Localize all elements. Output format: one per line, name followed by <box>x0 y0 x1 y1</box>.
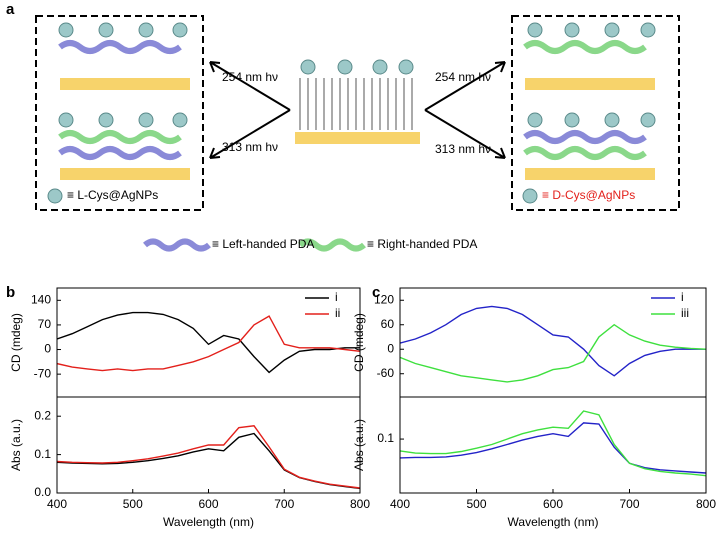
x-tick-label: 600 <box>543 497 563 511</box>
y-axis-label: CD (mdeg) <box>9 313 23 372</box>
arrow-label: 254 nm hν <box>222 70 278 84</box>
x-axis-label: Wavelength (nm) <box>163 515 254 529</box>
pda-chains <box>58 40 647 252</box>
substrate <box>60 168 190 180</box>
x-tick-label: 400 <box>47 497 67 511</box>
plot-frame <box>399 287 707 398</box>
plot <box>400 305 706 383</box>
legend-text: ≡ Left-handed PDA <box>212 237 314 251</box>
nanoparticles <box>47 22 656 204</box>
plot-frame <box>399 396 707 494</box>
y-tick-label: -60 <box>377 366 395 380</box>
right-box <box>511 15 680 211</box>
y-tick-label: 60 <box>381 317 395 331</box>
x-tick-label: 800 <box>350 497 370 511</box>
data-line <box>57 315 360 372</box>
y-axis-label: Abs (a.u.) <box>352 419 366 471</box>
x-tick-label: 700 <box>274 497 294 511</box>
arrow-label: 254 nm hν <box>435 70 491 84</box>
data-line <box>400 410 706 477</box>
plot <box>57 311 360 374</box>
y-tick-label: 0.0 <box>34 485 51 499</box>
y-axis-label: CD (mdeg) <box>352 313 366 372</box>
data-line <box>57 311 360 374</box>
arrow-label: 313 nm hν <box>222 140 278 154</box>
data-line <box>57 425 360 489</box>
legend-label: i <box>681 290 684 304</box>
x-tick-label: 500 <box>466 497 486 511</box>
arrows <box>209 61 506 159</box>
x-tick-label: 400 <box>390 497 410 511</box>
data-line <box>400 305 706 377</box>
x-axis-label: Wavelength (nm) <box>508 515 599 529</box>
legend-label: i <box>335 290 338 304</box>
legend-text: ≡ D-Cys@AgNPs <box>542 188 635 202</box>
schematic: 254 nm hν 313 nm hν 254 nm hν 313 nm hν … <box>35 15 680 252</box>
data-line <box>400 323 706 383</box>
arrow-label: 313 nm hν <box>435 142 491 156</box>
substrate <box>60 78 190 90</box>
y-tick-label: 0.1 <box>34 447 51 461</box>
plot <box>57 425 360 490</box>
y-tick-label: 0.2 <box>34 408 51 422</box>
legend-text: ≡ Right-handed PDA <box>367 237 477 251</box>
y-tick-label: 0.1 <box>377 431 394 445</box>
substrate <box>525 78 655 90</box>
legend-text: ≡ L-Cys@AgNPs <box>67 188 158 202</box>
substrate <box>525 168 655 180</box>
y-tick-label: 0 <box>44 342 51 356</box>
x-tick-label: 600 <box>198 497 218 511</box>
left-box <box>35 15 204 211</box>
plot-frame <box>56 396 361 494</box>
plot <box>400 410 706 477</box>
x-tick-label: 700 <box>619 497 639 511</box>
y-tick-label: 70 <box>38 317 52 331</box>
x-tick-label: 500 <box>123 497 143 511</box>
y-tick-label: -70 <box>34 366 52 380</box>
legend-label: iii <box>681 306 689 320</box>
substrate <box>295 132 420 144</box>
panel-label: b <box>6 284 15 301</box>
y-tick-label: 120 <box>374 292 394 306</box>
y-tick-label: 0 <box>387 341 394 355</box>
data-line <box>57 432 360 490</box>
panel-label: c <box>372 284 380 301</box>
legend-label: ii <box>335 306 340 320</box>
y-tick-label: 140 <box>31 292 51 306</box>
monomers <box>299 78 413 130</box>
plot-frame <box>56 287 361 398</box>
x-tick-label: 800 <box>696 497 716 511</box>
y-axis-label: Abs (a.u.) <box>9 419 23 471</box>
data-line <box>400 422 706 474</box>
panel-label: a <box>6 1 15 18</box>
